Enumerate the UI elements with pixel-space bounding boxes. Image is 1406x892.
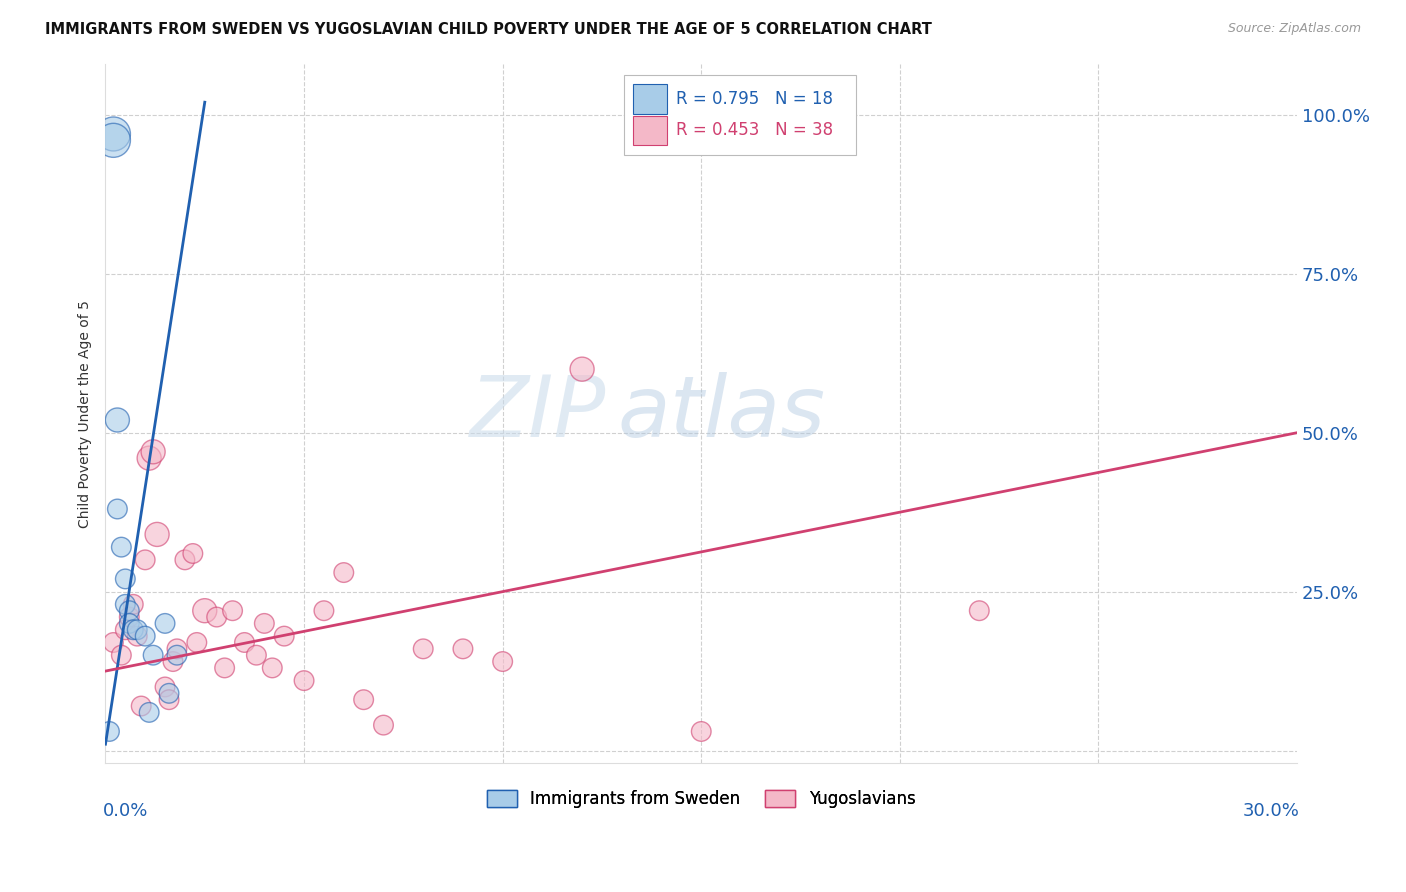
Text: 0.0%: 0.0% (103, 802, 149, 820)
Point (122, 623, 145, 637)
Text: R = 0.795   N = 18: R = 0.795 N = 18 (676, 90, 834, 108)
Point (122, 598, 145, 612)
Point (571, 362, 593, 376)
Point (105, 502, 128, 516)
Point (142, 444, 165, 458)
Point (157, 686, 180, 700)
Point (118, 616, 141, 631)
FancyBboxPatch shape (633, 116, 666, 145)
Point (969, 604, 991, 618)
Point (134, 553, 156, 567)
Point (114, 598, 136, 612)
Point (114, 572, 136, 586)
Point (333, 566, 356, 580)
Point (233, 635, 256, 649)
Point (166, 648, 188, 663)
Point (114, 623, 136, 637)
Point (118, 610, 141, 624)
Point (153, 616, 176, 631)
Point (492, 655, 515, 669)
Point (138, 706, 160, 720)
Point (157, 692, 180, 706)
Point (373, 718, 395, 732)
Point (142, 648, 165, 663)
Point (103, 133, 125, 147)
Point (110, 648, 132, 663)
FancyBboxPatch shape (633, 85, 666, 113)
Point (118, 604, 141, 618)
Point (166, 641, 188, 656)
Point (205, 610, 228, 624)
Point (153, 680, 176, 694)
Point (127, 623, 149, 637)
Point (353, 692, 375, 706)
Point (253, 616, 276, 631)
Point (181, 547, 204, 561)
Point (110, 540, 132, 554)
Point (146, 527, 169, 541)
Point (312, 604, 335, 618)
Point (245, 648, 267, 663)
Y-axis label: Child Poverty Under the Age of 5: Child Poverty Under the Age of 5 (79, 300, 93, 527)
Point (162, 655, 184, 669)
Text: R = 0.453   N = 38: R = 0.453 N = 38 (676, 121, 834, 139)
Point (134, 629, 156, 643)
Point (138, 451, 160, 466)
Point (186, 635, 208, 649)
Point (103, 127, 125, 141)
Text: ZIP: ZIP (470, 372, 606, 455)
Point (292, 673, 315, 688)
Text: IMMIGRANTS FROM SWEDEN VS YUGOSLAVIAN CHILD POVERTY UNDER THE AGE OF 5 CORRELATI: IMMIGRANTS FROM SWEDEN VS YUGOSLAVIAN CH… (45, 22, 932, 37)
Text: atlas: atlas (617, 372, 825, 455)
Point (273, 629, 295, 643)
Point (129, 699, 152, 714)
FancyBboxPatch shape (624, 75, 856, 155)
Point (690, 724, 713, 739)
Point (194, 604, 217, 618)
Point (412, 641, 434, 656)
Text: 30.0%: 30.0% (1243, 802, 1299, 820)
Point (98, 724, 121, 739)
Point (451, 641, 474, 656)
Point (174, 553, 197, 567)
Text: Source: ZipAtlas.com: Source: ZipAtlas.com (1227, 22, 1361, 36)
Point (214, 661, 236, 675)
Point (221, 604, 243, 618)
Point (262, 661, 284, 675)
Legend: Immigrants from Sweden, Yugoslavians: Immigrants from Sweden, Yugoslavians (481, 783, 922, 814)
Point (103, 635, 125, 649)
Point (127, 629, 149, 643)
Point (105, 413, 128, 427)
